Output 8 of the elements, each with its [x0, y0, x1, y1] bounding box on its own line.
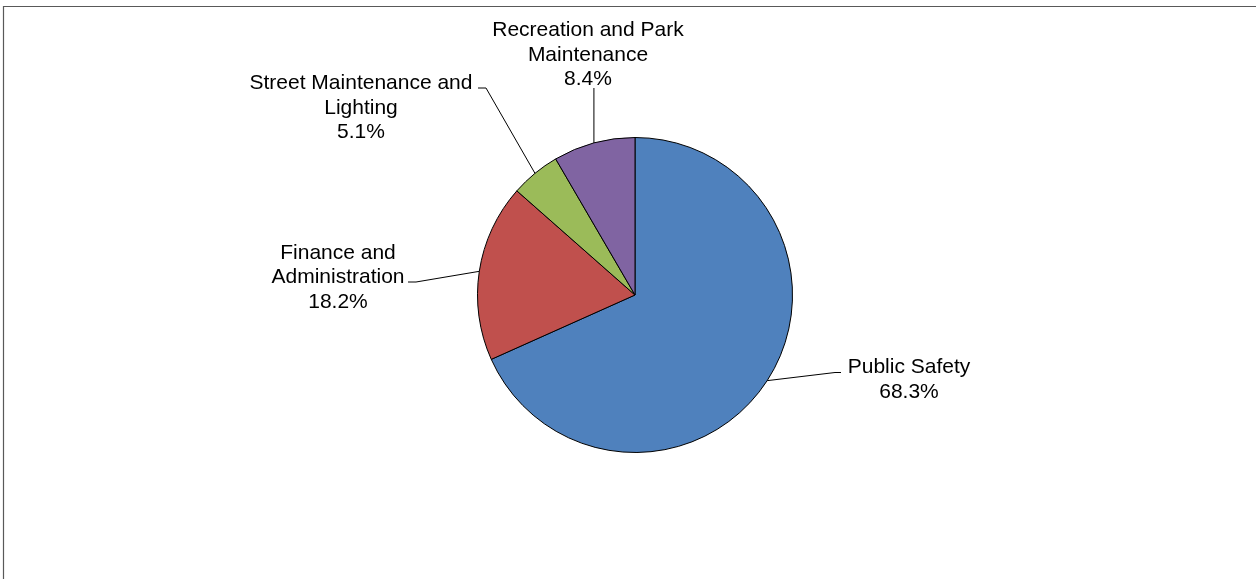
data-label: 5.1%: [337, 119, 385, 142]
slice-label: Finance and Administration: [271, 239, 405, 287]
slice-label: Recreation and Park Maintenance: [492, 17, 685, 65]
data-label: 8.4%: [564, 66, 612, 89]
data-label: 68.3%: [879, 378, 939, 402]
slice-label: Public Safety: [847, 354, 971, 377]
data-label: 18.2%: [308, 288, 368, 312]
slice-label: Street Maintenance and Lighting: [249, 70, 473, 118]
